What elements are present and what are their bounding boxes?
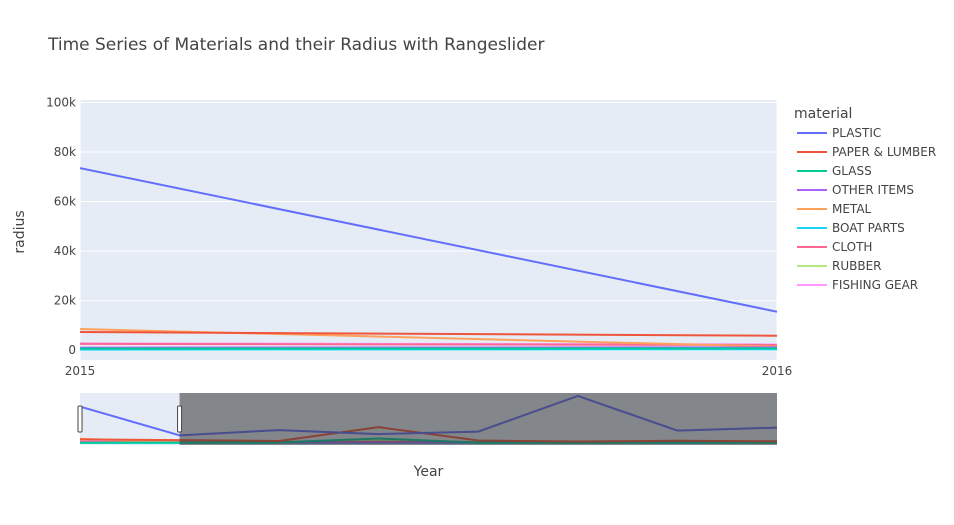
legend-label: OTHER ITEMS — [832, 183, 914, 197]
y-tick-label: 0 — [68, 343, 76, 357]
rangeslider-handle-left[interactable] — [77, 405, 83, 433]
y-axis-ticks: 0 20k 40k 60k 80k 100k — [46, 95, 76, 357]
chart-title: Time Series of Materials and their Radiu… — [47, 35, 545, 55]
y-tick-label: 60k — [54, 195, 76, 209]
x-tick-label: 2016 — [762, 364, 793, 378]
series-lines — [80, 167, 777, 351]
legend-label: RUBBER — [832, 259, 882, 273]
plot-background[interactable] — [80, 100, 777, 360]
series-line-plastic[interactable] — [80, 167, 777, 313]
legend-item-glass[interactable]: GLASS — [797, 164, 872, 178]
rangeslider[interactable] — [77, 393, 778, 445]
y-tick-label: 40k — [54, 244, 76, 258]
legend-label: FISHING GEAR — [832, 278, 918, 292]
legend-label: GLASS — [832, 164, 872, 178]
legend-item-plastic[interactable]: PLASTIC — [797, 126, 881, 140]
legend: PLASTIC PAPER & LUMBER GLASS OTHER ITEMS MET… — [797, 126, 936, 292]
legend-label: BOAT PARTS — [832, 221, 905, 235]
legend-label: PAPER & LUMBER — [832, 145, 936, 159]
legend-label: PLASTIC — [832, 126, 881, 140]
legend-item-cloth[interactable]: CLOTH — [797, 240, 872, 254]
legend-item-rubber[interactable]: RUBBER — [797, 259, 882, 273]
y-tick-label: 80k — [54, 145, 76, 159]
rangeslider-handle-right[interactable] — [177, 405, 183, 433]
legend-item-boat-parts[interactable]: BOAT PARTS — [797, 221, 905, 235]
legend-label: METAL — [832, 202, 872, 216]
legend-item-other-items[interactable]: OTHER ITEMS — [797, 183, 914, 197]
series-line-paper-lumber[interactable] — [80, 331, 777, 337]
legend-label: CLOTH — [832, 240, 872, 254]
legend-item-metal[interactable]: METAL — [797, 202, 872, 216]
rangeslider-unselected-mask — [179, 393, 778, 445]
x-axis-title: Year — [413, 464, 444, 480]
x-tick-label: 2015 — [65, 364, 96, 378]
y-tick-label: 100k — [46, 95, 76, 109]
legend-item-fishing-gear[interactable]: FISHING GEAR — [797, 278, 918, 292]
legend-item-paper-lumber[interactable]: PAPER & LUMBER — [797, 145, 936, 159]
legend-title: material — [794, 106, 852, 122]
series-line-cloth[interactable] — [80, 342, 777, 346]
y-axis-title: radius — [12, 210, 28, 253]
x-axis-ticks: 2015 2016 — [65, 364, 793, 378]
y-tick-label: 20k — [54, 294, 76, 308]
